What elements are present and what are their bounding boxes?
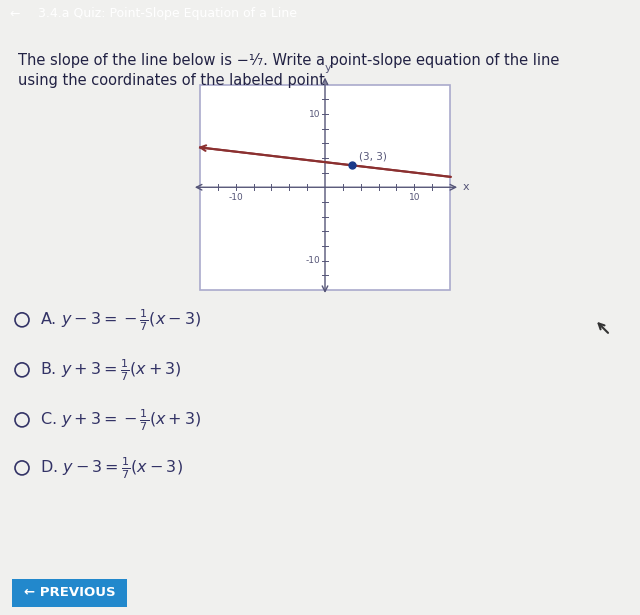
Text: B. $y + 3 = \frac{1}{7}(x + 3)$: B. $y + 3 = \frac{1}{7}(x + 3)$ <box>40 357 182 383</box>
Text: 10: 10 <box>408 193 420 202</box>
Text: x: x <box>463 182 470 192</box>
Text: A. $y - 3 = -\frac{1}{7}(x - 3)$: A. $y - 3 = -\frac{1}{7}(x - 3)$ <box>40 307 201 333</box>
Text: -10: -10 <box>228 193 243 202</box>
Bar <box>200 85 450 290</box>
Text: The slope of the line below is −¹⁄₇. Write a point-slope equation of the line: The slope of the line below is −¹⁄₇. Wri… <box>18 53 559 68</box>
Text: D. $y - 3 = \frac{1}{7}(x - 3)$: D. $y - 3 = \frac{1}{7}(x - 3)$ <box>40 455 183 481</box>
Text: using the coordinates of the labeled point.: using the coordinates of the labeled poi… <box>18 73 330 88</box>
Text: (3, 3): (3, 3) <box>359 151 387 161</box>
Text: 10: 10 <box>308 109 320 119</box>
Text: ← PREVIOUS: ← PREVIOUS <box>24 587 116 600</box>
Text: 3.4.a Quiz: Point-Slope Equation of a Line: 3.4.a Quiz: Point-Slope Equation of a Li… <box>38 7 298 20</box>
Bar <box>12 579 127 607</box>
Text: ←: ← <box>10 7 20 20</box>
Text: y: y <box>324 63 332 73</box>
Text: -10: -10 <box>305 256 320 265</box>
Text: C. $y + 3 = -\frac{1}{7}(x + 3)$: C. $y + 3 = -\frac{1}{7}(x + 3)$ <box>40 407 202 433</box>
